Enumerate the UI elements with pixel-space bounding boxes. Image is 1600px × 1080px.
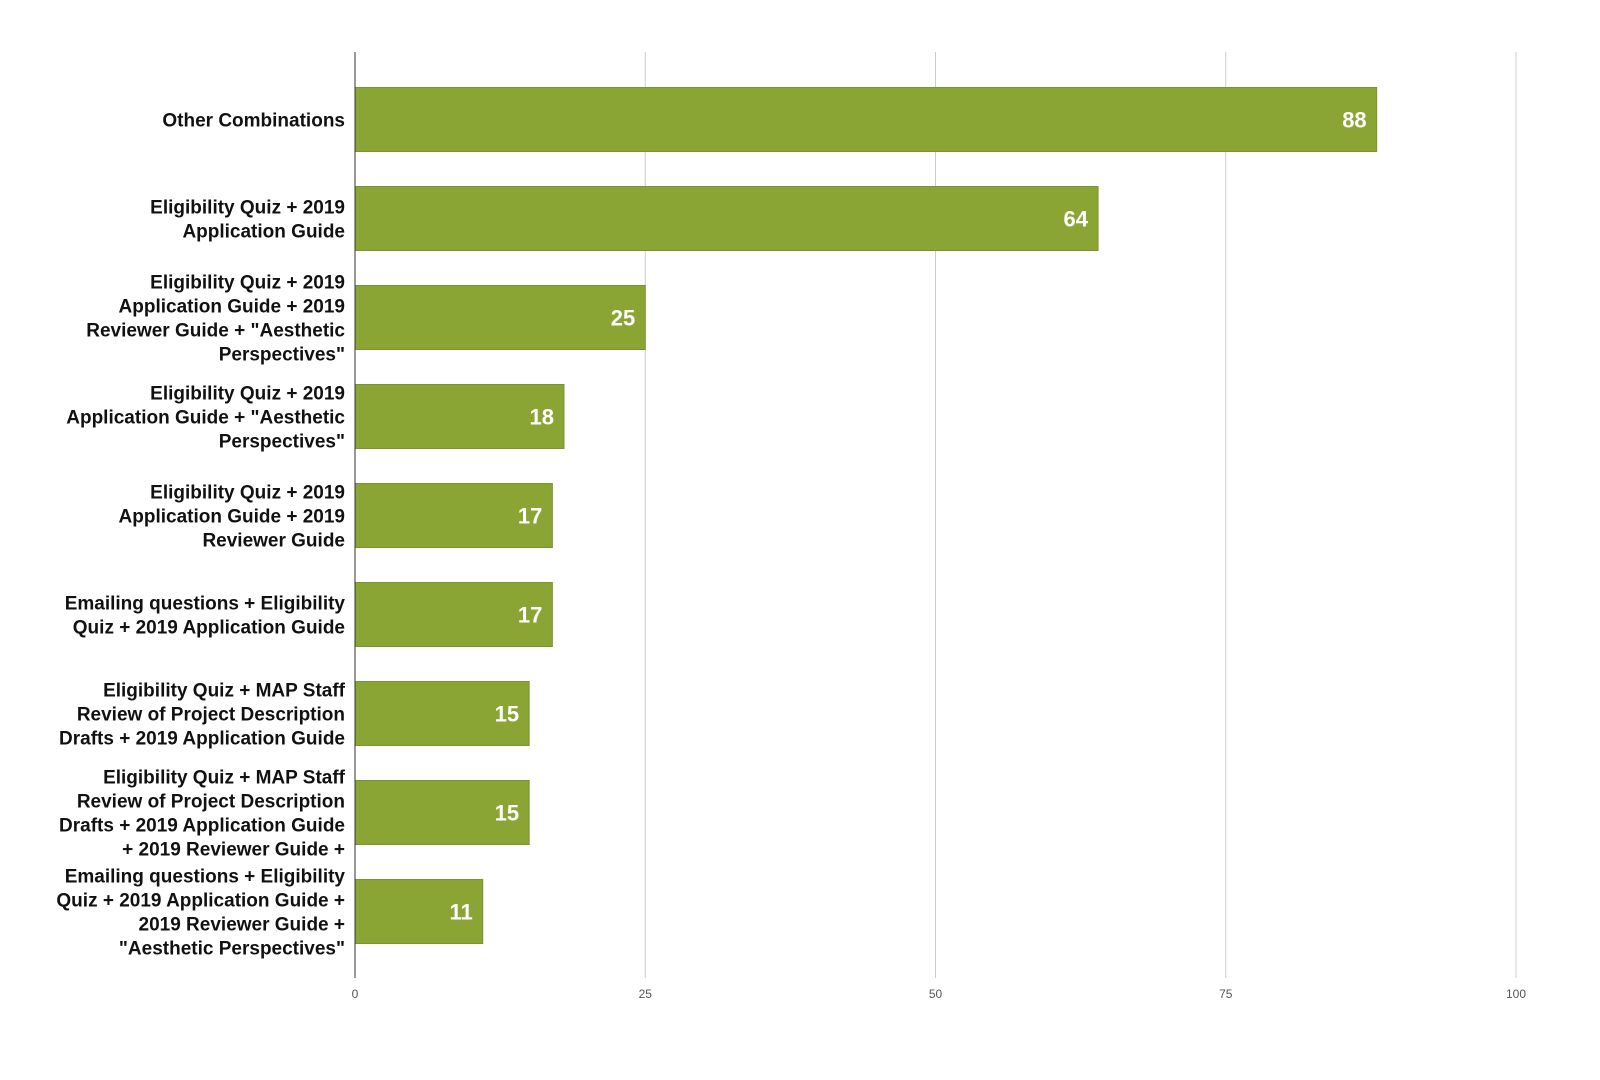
category-label-line: Eligibility Quiz + 2019 xyxy=(150,384,345,405)
category-label-line: Review of Project Description xyxy=(77,705,345,726)
category-label-line: Quiz + 2019 Application Guide xyxy=(73,618,345,639)
category-label-line: 2019 Reviewer Guide + xyxy=(139,915,345,936)
x-tick-label: 50 xyxy=(929,987,943,1001)
category-label-line: "Aesthetic Perspectives" xyxy=(119,939,345,960)
category-label-line: Reviewer Guide xyxy=(202,531,345,552)
x-tick-label: 0 xyxy=(352,987,359,1001)
category-label: Eligibility Quiz + 2019 Application Guide xyxy=(150,198,345,243)
category-label-line: + 2019 Reviewer Guide + xyxy=(122,840,345,861)
category-label-line: Eligibility Quiz + 2019 xyxy=(150,483,345,504)
bar xyxy=(354,285,646,350)
bar-value-label: 11 xyxy=(449,900,472,925)
category-label-line: Eligibility Quiz + 2019 xyxy=(150,198,345,219)
category-label: Eligibility Quiz + 2019 Application Guide… xyxy=(66,384,345,453)
bar-value-label: 18 xyxy=(529,405,553,430)
category-label-line: Quiz + 2019 Application Guide + xyxy=(56,891,345,912)
category-label: Eligibility Quiz + 2019 Application Guide… xyxy=(86,273,345,366)
bar xyxy=(354,483,553,548)
bar xyxy=(354,384,565,449)
category-label-line: Drafts + 2019 Application Guide xyxy=(59,729,345,750)
x-tick-labels: 0 25 50 75 100 xyxy=(352,987,1527,1001)
category-label-line: Eligibility Quiz + MAP Staff xyxy=(103,768,346,789)
category-label-line: Application Guide + 2019 xyxy=(119,507,345,528)
category-label: Eligibility Quiz + MAP Staff Review of Pr… xyxy=(59,681,346,750)
bar-value-label: 17 xyxy=(518,603,542,628)
category-label-line: Drafts + 2019 Application Guide xyxy=(59,816,345,837)
bar-value-label: 88 xyxy=(1342,108,1366,133)
category-label-line: Perspectives" xyxy=(219,345,345,366)
category-label-line: Application Guide + 2019 xyxy=(119,297,345,318)
category-label-line: Eligibility Quiz + 2019 xyxy=(150,273,345,294)
category-label: Emailing questions + Eligibility Quiz + 2… xyxy=(56,867,345,960)
bar xyxy=(354,582,553,647)
category-labels: Other Combinations Eligibility Quiz + 201… xyxy=(56,111,345,960)
bar xyxy=(354,87,1378,152)
bar-value-label: 64 xyxy=(1064,207,1089,232)
bar-value-label: 15 xyxy=(495,702,519,727)
bar-value-label: 17 xyxy=(518,504,542,529)
x-tick-label: 100 xyxy=(1506,987,1526,1001)
bar xyxy=(354,681,530,746)
x-tick-label: 25 xyxy=(639,987,653,1001)
category-label-line: Reviewer Guide + "Aesthetic xyxy=(86,321,345,342)
bars: 88 64 25 18 17 17 15 15 11 xyxy=(354,87,1378,944)
category-label: Emailing questions + Eligibility Quiz + 2… xyxy=(65,594,346,639)
category-label-line: Eligibility Quiz + MAP Staff xyxy=(103,681,346,702)
bar-value-label: 25 xyxy=(611,306,635,331)
x-tick-label: 75 xyxy=(1219,987,1233,1001)
category-label-line: Other Combinations xyxy=(162,111,345,132)
category-label-line: Review of Project Description xyxy=(77,792,345,813)
category-label: Other Combinations xyxy=(162,111,345,132)
category-label: Eligibility Quiz + MAP Staff Review of Pr… xyxy=(59,768,346,861)
category-label-line: Emailing questions + Eligibility xyxy=(65,594,346,615)
bar xyxy=(354,186,1099,251)
category-label: Eligibility Quiz + 2019 Application Guide… xyxy=(119,483,345,552)
category-label-line: Application Guide xyxy=(182,222,345,243)
category-label-line: Perspectives" xyxy=(219,432,345,453)
bar-value-label: 15 xyxy=(495,801,519,826)
category-label-line: Emailing questions + Eligibility xyxy=(65,867,346,888)
category-label-line: Application Guide + "Aesthetic xyxy=(66,408,345,429)
